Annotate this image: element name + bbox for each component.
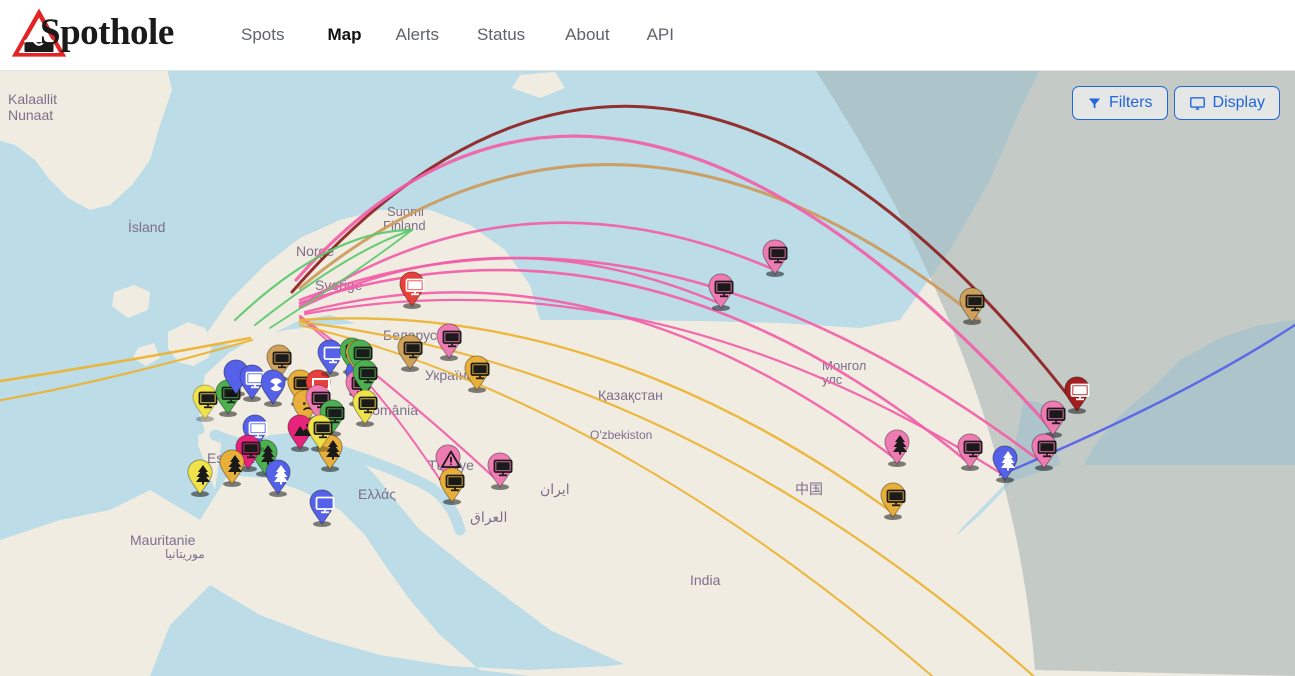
svg-text:ایران: ایران [540, 481, 570, 498]
svg-text:Ελλάς: Ελλάς [358, 486, 396, 502]
svg-text:O'zbekiston: O'zbekiston [590, 428, 652, 442]
svg-text:Nunaat: Nunaat [8, 107, 53, 123]
svg-text:موريتانيا: موريتانيا [165, 547, 205, 561]
svg-text:India: India [690, 572, 721, 588]
svg-text:Қазақстан: Қазақстан [598, 387, 663, 403]
svg-text:İsland: İsland [128, 218, 165, 235]
svg-text:Kalaallit: Kalaallit [8, 91, 57, 107]
svg-text:العراق: العراق [470, 509, 507, 526]
svg-text:Mauritanie: Mauritanie [130, 532, 196, 548]
svg-text:中国: 中国 [795, 481, 823, 497]
